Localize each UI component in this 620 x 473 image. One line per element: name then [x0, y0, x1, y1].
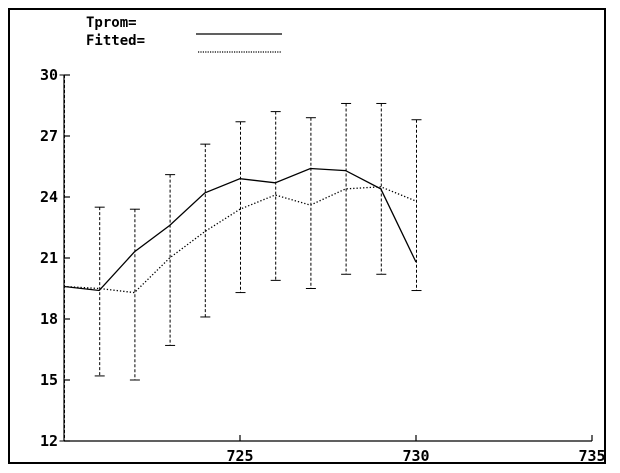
y-tick-label: 12: [40, 432, 58, 450]
axes: 12 15 18 21 24 27 30 725 730 735: [40, 66, 606, 465]
x-tick-label: 725: [226, 447, 253, 465]
y-tick-label: 21: [40, 249, 58, 267]
series-line-tprom: [63, 167, 417, 292]
y-tick-label: 24: [40, 188, 58, 206]
x-tick-label: 730: [402, 447, 429, 465]
chart-frame: [8, 8, 606, 464]
legend: Tprom= Fitted=: [86, 15, 282, 53]
error-bars: [59, 74, 422, 442]
legend-label-fitted: Fitted=: [86, 33, 145, 49]
y-tick-label: 27: [40, 127, 58, 145]
series-lines: [63, 167, 417, 294]
y-tick-label: 18: [40, 310, 58, 328]
legend-label-tprom: Tprom=: [86, 15, 137, 31]
y-tick-label: 15: [40, 371, 58, 389]
x-tick-label: 735: [578, 447, 605, 465]
series-line-fitted: [63, 186, 417, 294]
y-tick-label: 30: [40, 66, 58, 84]
